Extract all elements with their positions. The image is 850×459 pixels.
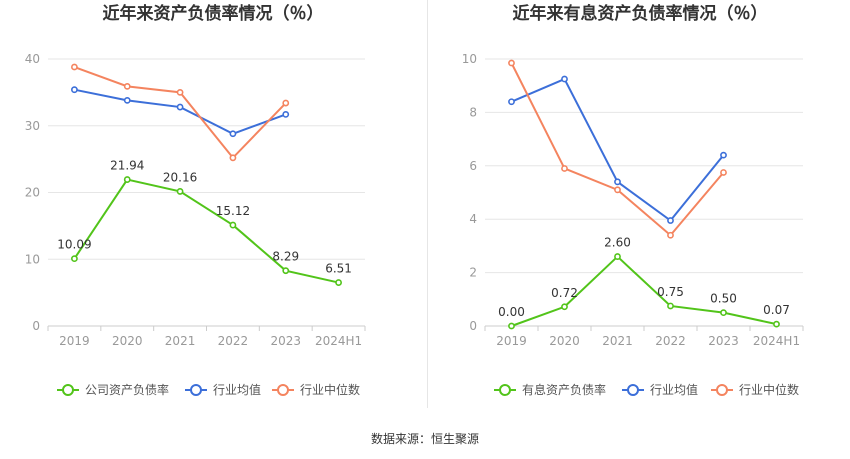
chart1-legend-marker-company bbox=[62, 384, 74, 396]
chart1-x-tick-label: 2022 bbox=[218, 334, 249, 348]
chart2-point-median bbox=[561, 165, 568, 172]
chart2-point-median bbox=[720, 169, 727, 176]
chart2-y-tick-label: 6 bbox=[469, 159, 477, 173]
chart2-point-company bbox=[773, 320, 780, 328]
chart2-legend-label: 有息资产负债率 bbox=[522, 382, 606, 397]
chart2-data-label: 0.07 bbox=[763, 303, 790, 317]
chart2-point-avg bbox=[561, 75, 568, 83]
chart2-point-company bbox=[561, 303, 568, 311]
chart1-title: 近年来资产负债率情况（％） bbox=[103, 3, 324, 24]
chart2-point-median bbox=[614, 186, 621, 194]
chart2-data-label: 0.75 bbox=[657, 285, 684, 299]
chart2-data-label: 2.60 bbox=[604, 236, 631, 250]
chart1-legend-label: 行业均值 bbox=[213, 382, 261, 397]
chart1-series-line-avg bbox=[74, 88, 287, 135]
chart1-y-tick-label: 20 bbox=[25, 186, 40, 200]
chart1-point-company bbox=[335, 279, 342, 286]
chart1-point-median bbox=[176, 88, 184, 96]
chart1-point-avg bbox=[282, 111, 290, 118]
chart1-legend-label: 行业中位数 bbox=[300, 382, 360, 397]
chart1-y-tick-label: 30 bbox=[25, 119, 40, 133]
chart1-data-label: 10.09 bbox=[57, 238, 91, 252]
chart2-y-tick-label: 0 bbox=[469, 319, 477, 333]
chart2-legend-marker-company bbox=[499, 384, 511, 396]
chart2-legend-label: 行业中位数 bbox=[739, 382, 799, 397]
chart1-x-tick-label: 2019 bbox=[59, 334, 90, 348]
chart1-legend-label: 公司资产负债率 bbox=[85, 382, 169, 397]
chart2-point-company bbox=[614, 253, 621, 260]
chart2-legend-marker-median bbox=[716, 384, 728, 396]
panel-divider bbox=[427, 0, 428, 408]
chart1-point-median bbox=[282, 99, 290, 107]
chart1-legend-marker-avg bbox=[190, 384, 202, 396]
chart2-point-avg bbox=[667, 217, 674, 224]
chart1-point-company bbox=[71, 255, 78, 263]
chart2-point-avg bbox=[614, 178, 621, 186]
chart1-point-company bbox=[176, 188, 184, 195]
chart2-x-tick-label: 2022 bbox=[655, 334, 686, 348]
chart1-x-tick-label: 2021 bbox=[165, 334, 196, 348]
chart2-y-tick-label: 2 bbox=[469, 266, 477, 280]
chart2-x-tick-label: 2021 bbox=[602, 334, 633, 348]
chart1-point-median bbox=[229, 154, 237, 162]
chart1-point-company bbox=[282, 267, 290, 275]
chart2-point-avg bbox=[720, 151, 727, 159]
chart2-point-company bbox=[508, 322, 515, 330]
chart2-x-tick-label: 2023 bbox=[708, 334, 739, 348]
chart1-series-line-median bbox=[74, 66, 287, 160]
chart2-series-line-company bbox=[511, 255, 777, 327]
chart2-point-company bbox=[720, 309, 727, 317]
chart2-y-tick-label: 4 bbox=[469, 212, 477, 226]
chart1-data-label: 6.51 bbox=[325, 262, 352, 276]
chart2-data-label: 0.00 bbox=[498, 305, 525, 319]
chart2-point-median bbox=[667, 231, 674, 239]
chart2-data-label: 0.50 bbox=[710, 292, 737, 306]
chart2-x-tick-label: 2019 bbox=[496, 334, 527, 348]
chart2-legend-label: 行业均值 bbox=[650, 382, 698, 397]
chart2-legend-marker-avg bbox=[627, 384, 639, 396]
chart1-point-median bbox=[123, 82, 131, 90]
chart2-x-tick-label: 2024H1 bbox=[753, 334, 800, 348]
chart1-y-tick-label: 0 bbox=[32, 319, 40, 333]
chart1-x-tick-label: 2023 bbox=[270, 334, 301, 348]
chart2-y-tick-label: 10 bbox=[462, 52, 477, 66]
chart2-title: 近年来有息资产负债率情况（％） bbox=[513, 3, 768, 24]
chart1-series-line-company bbox=[73, 178, 339, 284]
chart2-series-line-avg bbox=[511, 77, 725, 222]
chart1-point-company bbox=[123, 176, 131, 183]
chart1-legend-marker-median bbox=[277, 384, 289, 396]
chart1-data-label: 8.29 bbox=[272, 250, 299, 264]
chart2-point-company bbox=[667, 302, 674, 310]
chart1-data-label: 21.94 bbox=[110, 159, 144, 173]
chart1-point-avg bbox=[229, 130, 237, 138]
chart1-data-label: 15.12 bbox=[216, 204, 250, 218]
chart1-x-tick-label: 2024H1 bbox=[315, 334, 362, 348]
chart2-x-tick-label: 2020 bbox=[549, 334, 580, 348]
chart1-point-avg bbox=[123, 96, 131, 104]
data-source-footer: 数据来源：恒生聚源 bbox=[370, 432, 479, 446]
chart2-y-tick-label: 8 bbox=[469, 105, 477, 119]
chart1-x-tick-label: 2020 bbox=[112, 334, 143, 348]
chart1-point-avg bbox=[71, 86, 78, 94]
chart2-point-avg bbox=[508, 98, 515, 106]
chart1-y-tick-label: 10 bbox=[25, 252, 40, 266]
chart2-point-median bbox=[508, 59, 515, 67]
chart1-y-tick-label: 40 bbox=[25, 52, 40, 66]
chart1-data-label: 20.16 bbox=[163, 170, 197, 184]
chart1-point-avg bbox=[176, 103, 184, 111]
chart2-data-label: 0.72 bbox=[551, 286, 578, 300]
chart1-point-company bbox=[229, 221, 237, 229]
chart1-point-median bbox=[71, 63, 78, 71]
